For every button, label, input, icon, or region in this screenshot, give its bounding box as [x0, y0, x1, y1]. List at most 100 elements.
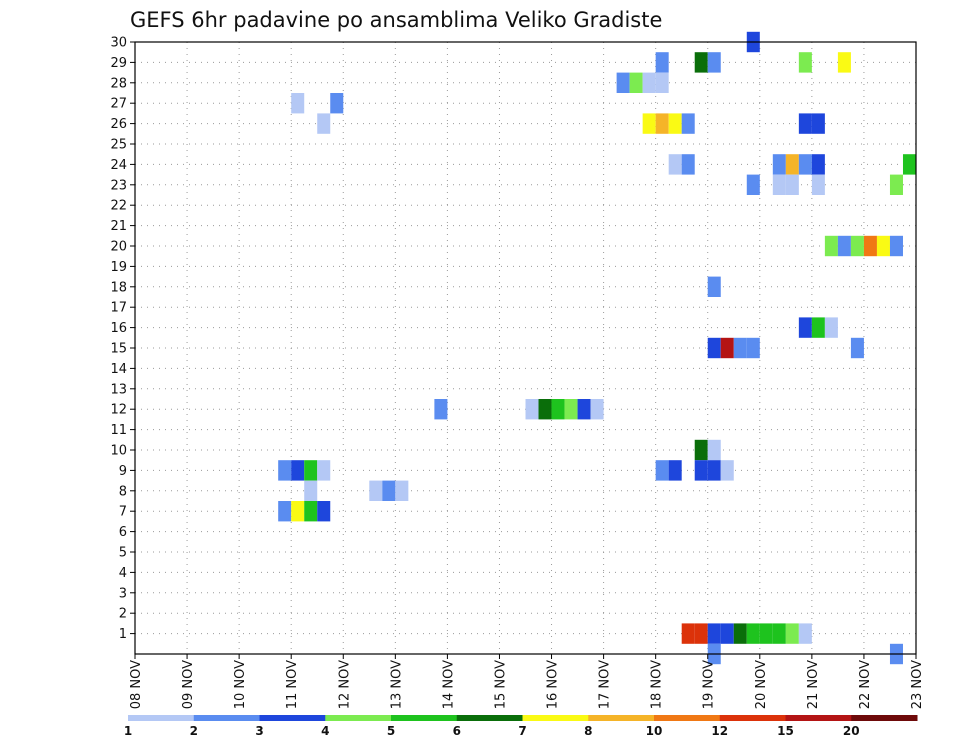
- precip-cell: [798, 317, 812, 338]
- precip-cell: [785, 154, 799, 175]
- legend-swatch: [193, 715, 260, 721]
- precip-cell: [551, 399, 565, 420]
- precip-cell: [681, 113, 695, 134]
- precip-cell: [668, 460, 682, 481]
- y-tick-label: 24: [110, 158, 127, 173]
- y-tick-label: 17: [110, 301, 127, 316]
- legend-swatch: [588, 715, 655, 721]
- legend-label: 5: [387, 724, 395, 738]
- y-tick-label: 3: [119, 586, 127, 601]
- precip-cell: [655, 52, 669, 73]
- legend-swatch: [259, 715, 326, 721]
- precip-cell: [525, 399, 539, 420]
- y-tick-label: 6: [119, 525, 127, 540]
- precip-cell: [369, 480, 383, 501]
- legend-swatch: [719, 715, 786, 721]
- precip-cell: [824, 317, 838, 338]
- precip-cell: [746, 174, 760, 195]
- legend-label: 20: [843, 724, 860, 738]
- precip-cell: [811, 113, 825, 134]
- precip-cell: [434, 399, 448, 420]
- precip-cell: [291, 460, 305, 481]
- chart-title: GEFS 6hr padavine po ansamblima Veliko G…: [130, 8, 662, 32]
- y-tick-label: 19: [110, 260, 127, 275]
- precip-cell: [850, 337, 864, 359]
- precip-cell: [694, 52, 708, 73]
- precip-cell: [746, 623, 760, 644]
- y-tick-label: 27: [110, 97, 127, 112]
- x-tick-label: 16 NOV: [546, 660, 561, 709]
- x-tick-label: 14 NOV: [441, 660, 456, 709]
- x-tick-label: 15 NOV: [493, 660, 508, 709]
- y-tick-label: 1: [119, 627, 127, 642]
- legend-swatch: [785, 715, 852, 721]
- precip-cell: [811, 154, 825, 175]
- legend-label: 3: [255, 724, 263, 738]
- y-tick-label: 18: [110, 280, 127, 295]
- x-tick-label: 18 NOV: [650, 660, 665, 709]
- legend-label: 15: [777, 724, 794, 738]
- x-tick-label: 17 NOV: [598, 660, 613, 709]
- precip-cell: [811, 317, 825, 338]
- precip-cell: [694, 623, 708, 644]
- precip-cell: [811, 174, 825, 195]
- x-tick-label: 22 NOV: [858, 660, 873, 709]
- precip-cell: [291, 501, 305, 522]
- precip-cell: [876, 235, 890, 257]
- precip-cell: [668, 113, 682, 134]
- legend-label: 1: [124, 724, 132, 738]
- precip-cell: [837, 52, 851, 73]
- precip-cell: [694, 460, 708, 481]
- x-tick-label: 11 NOV: [285, 660, 300, 709]
- precip-cell: [278, 501, 292, 522]
- x-tick-label: 23 NOV: [910, 660, 925, 709]
- legend-label: 8: [584, 724, 592, 738]
- precip-cell: [785, 174, 799, 195]
- precip-cell: [291, 93, 305, 114]
- y-tick-label: 4: [119, 566, 127, 581]
- y-tick-label: 16: [110, 321, 127, 336]
- legend-label: 4: [321, 724, 329, 738]
- y-tick-label: 23: [110, 178, 127, 193]
- precip-cell: [590, 399, 604, 420]
- precip-cell: [772, 174, 786, 195]
- y-tick-label: 13: [110, 382, 127, 397]
- y-tick-label: 30: [110, 36, 127, 51]
- precip-cell: [382, 480, 396, 501]
- precip-cell: [798, 154, 812, 175]
- precip-cell: [304, 460, 318, 481]
- x-tick-label: 20 NOV: [754, 660, 769, 709]
- precip-cell: [629, 72, 643, 93]
- precip-cell: [863, 235, 877, 257]
- precip-cell: [720, 623, 734, 644]
- precip-cell: [707, 460, 721, 481]
- precip-cell: [395, 480, 409, 501]
- precip-cell: [330, 93, 344, 114]
- precip-cell: [317, 460, 331, 481]
- precip-cell: [278, 460, 292, 481]
- y-axis: 1234567891011121314151617181920212223242…: [110, 36, 135, 642]
- precip-cell: [668, 154, 682, 175]
- y-tick-label: 14: [110, 362, 127, 377]
- precip-cell: [707, 52, 721, 73]
- precip-cell: [564, 399, 578, 420]
- precip-cell: [681, 154, 695, 175]
- precip-cell: [707, 276, 721, 297]
- y-tick-label: 22: [110, 199, 127, 214]
- precip-cell: [642, 113, 656, 134]
- y-tick-label: 8: [119, 484, 127, 499]
- y-tick-label: 9: [119, 464, 127, 479]
- legend-swatch: [456, 715, 523, 721]
- precip-cell: [304, 501, 318, 522]
- precipitation-cells: [278, 31, 916, 665]
- precip-cell: [720, 337, 734, 359]
- legend-label: 2: [190, 724, 198, 738]
- y-tick-label: 29: [110, 56, 127, 71]
- precip-cell: [707, 439, 721, 461]
- precip-cell: [837, 235, 851, 257]
- y-tick-label: 10: [110, 444, 127, 459]
- y-tick-label: 11: [110, 423, 127, 438]
- x-tick-label: 13 NOV: [389, 660, 404, 709]
- y-tick-label: 28: [110, 76, 127, 91]
- y-tick-label: 26: [110, 117, 127, 132]
